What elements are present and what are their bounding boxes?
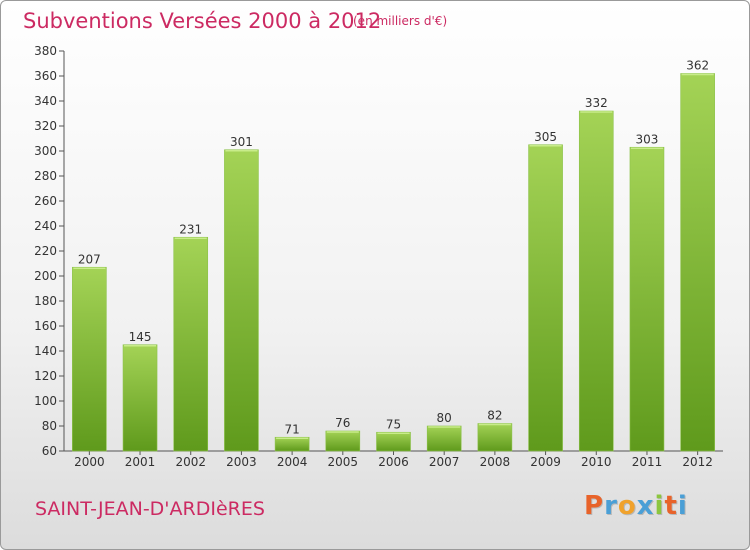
y-tick-label: 260 — [34, 194, 57, 208]
y-tick-label: 180 — [34, 294, 57, 308]
x-tick-label: 2007 — [429, 455, 460, 469]
bar-value-label: 71 — [284, 422, 299, 436]
bar — [629, 146, 665, 452]
bar-value-label: 362 — [686, 59, 709, 73]
x-tick-label: 2005 — [328, 455, 359, 469]
y-tick-label: 200 — [34, 269, 57, 283]
y-tick-label: 320 — [34, 119, 57, 133]
logo-letter: i — [677, 491, 688, 521]
y-tick-label: 100 — [34, 394, 57, 408]
x-tick-label: 2009 — [530, 455, 561, 469]
bar — [680, 73, 715, 452]
bar — [72, 266, 107, 452]
bar-value-label: 301 — [230, 135, 253, 149]
logo-letter: i — [654, 491, 665, 521]
x-tick-label: 2003 — [226, 455, 257, 469]
bar — [122, 344, 158, 452]
y-tick-label: 120 — [34, 369, 57, 383]
commune-name: SAINT-JEAN-D'ARDIèRES — [35, 498, 265, 520]
bar — [528, 144, 563, 452]
bar — [376, 431, 411, 452]
x-tick-label: 2000 — [74, 455, 105, 469]
bar-value-label: 80 — [437, 411, 452, 425]
bar — [325, 430, 361, 452]
y-tick-label: 360 — [34, 69, 57, 83]
logo-letter: t — [664, 491, 678, 521]
y-tick-label: 340 — [34, 94, 57, 108]
bar — [426, 425, 462, 452]
proxiti-logo: Proxiti — [584, 491, 688, 521]
bar — [578, 110, 614, 452]
x-tick-label: 2008 — [480, 455, 511, 469]
bar-value-label: 231 — [179, 222, 202, 236]
bar — [173, 236, 209, 452]
bar-value-label: 305 — [534, 130, 557, 144]
bar — [274, 436, 310, 452]
y-tick-label: 60 — [42, 444, 57, 458]
logo-letter: o — [617, 491, 637, 521]
chart-title: Subventions Versées 2000 à 2012 — [23, 9, 382, 33]
y-tick-label: 240 — [34, 219, 57, 233]
y-tick-label: 300 — [34, 144, 57, 158]
chart-subtitle: (en milliers d'€) — [353, 14, 448, 28]
x-tick-label: 2001 — [125, 455, 156, 469]
x-tick-label: 2006 — [378, 455, 409, 469]
bar — [224, 149, 259, 452]
bar-value-label: 145 — [129, 330, 152, 344]
y-tick-label: 380 — [34, 44, 57, 58]
y-tick-label: 280 — [34, 169, 57, 183]
y-tick-label: 220 — [34, 244, 57, 258]
x-tick-label: 2011 — [632, 455, 663, 469]
logo-letter: r — [604, 491, 618, 521]
logo-letter: x — [636, 491, 655, 521]
bar-value-label: 75 — [386, 417, 401, 431]
bar-value-label: 82 — [487, 409, 502, 423]
bar-value-label: 76 — [335, 416, 350, 430]
bar-value-label: 207 — [78, 252, 101, 266]
y-tick-label: 80 — [42, 419, 57, 433]
x-tick-label: 2010 — [581, 455, 612, 469]
logo-letter: P — [584, 491, 605, 521]
bar — [477, 423, 513, 452]
x-tick-label: 2002 — [175, 455, 206, 469]
x-tick-label: 2012 — [682, 455, 713, 469]
y-tick-label: 160 — [34, 319, 57, 333]
bar-value-label: 303 — [636, 132, 659, 146]
bar-value-label: 332 — [585, 96, 608, 110]
x-tick-label: 2004 — [277, 455, 308, 469]
y-tick-label: 140 — [34, 344, 57, 358]
